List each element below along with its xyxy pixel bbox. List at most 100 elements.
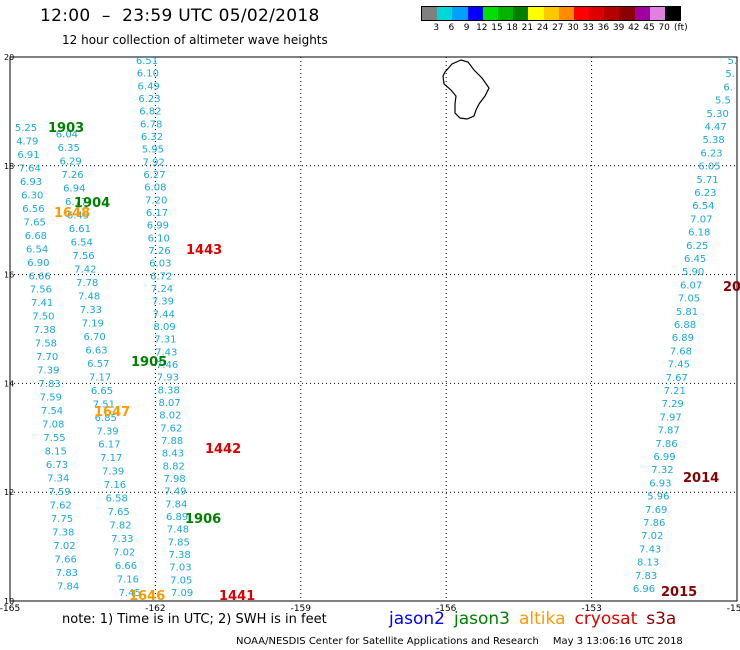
wave-height-value-pass-3: 6.23 bbox=[694, 188, 716, 199]
wave-height-value-pass-1: 8.15 bbox=[45, 446, 67, 457]
wave-height-value-pass-1: 4.79 bbox=[16, 136, 38, 147]
wave-height-value-pass-1: 7.39 bbox=[96, 426, 118, 437]
wave-height-value-pass-1: 7.78 bbox=[76, 278, 98, 289]
legend-swatch bbox=[649, 7, 665, 20]
pass-id-1648: 1648 bbox=[54, 206, 90, 221]
wave-height-value-pass-3: 7.32 bbox=[651, 465, 673, 476]
wave-height-value-pass-2: 7.43 bbox=[155, 347, 177, 358]
wave-height-value-pass-3: 7.43 bbox=[639, 544, 661, 555]
wave-height-value-pass-3: 7.05 bbox=[678, 294, 700, 305]
credit-org: NOAA/NESDIS Center for Satellite Applica… bbox=[236, 636, 539, 647]
wave-height-value-pass-1: 6.66 bbox=[29, 271, 51, 282]
wave-height-value-pass-2: 6.49 bbox=[138, 81, 160, 92]
legend-swatches bbox=[421, 6, 682, 21]
legend-label: 33 bbox=[582, 23, 594, 33]
wave-height-value-pass-1: 7.56 bbox=[72, 251, 94, 262]
credit-timestamp: May 3 13:06:16 UTC 2018 bbox=[552, 636, 683, 647]
wave-height-value-pass-1: 7.17 bbox=[89, 372, 111, 383]
wave-height-value-pass-2: 6.10 bbox=[137, 69, 159, 80]
wave-height-value-pass-3: 7.67 bbox=[666, 373, 688, 384]
legend-labels: 3 6 9 12 15 18 21 24 27 30 33 36 39 42 45 70 (ft) bbox=[421, 23, 687, 37]
wave-height-value-pass-1: 7.70 bbox=[36, 352, 58, 363]
wave-height-value-pass-1: 6.63 bbox=[85, 345, 107, 356]
wave-height-value-pass-1: 6.93 bbox=[20, 177, 42, 188]
satellite-legend: jason2 jason3 altika cryosat s3a bbox=[389, 609, 685, 629]
wave-height-value-pass-3: 6. bbox=[723, 82, 733, 93]
legend-label: 12 bbox=[476, 23, 488, 33]
wave-height-value-pass-1: 7.50 bbox=[32, 312, 54, 323]
satellite-jason2: jason2 bbox=[389, 609, 445, 629]
wave-height-value-pass-1: 7.55 bbox=[43, 433, 65, 444]
footnote: note: 1) Time is in UTC; 2) SWH is in fe… bbox=[62, 612, 327, 627]
wave-height-value-pass-3: 7.86 bbox=[655, 439, 677, 450]
pass-id-1906: 1906 bbox=[185, 512, 221, 527]
wave-height-value-pass-3: 7.21 bbox=[664, 386, 686, 397]
wave-height-value-pass-1: 7.19 bbox=[82, 318, 104, 329]
wave-height-value-pass-1: 7.48 bbox=[78, 291, 100, 302]
wave-height-value-pass-2: 7.98 bbox=[163, 474, 185, 485]
pass-id-2014: 2014 bbox=[683, 471, 719, 486]
wave-height-value-pass-1: 7.02 bbox=[53, 541, 75, 552]
wave-height-value-pass-1: 6.58 bbox=[106, 494, 128, 505]
wave-height-value-pass-1: 7.65 bbox=[107, 507, 129, 518]
legend-label: 42 bbox=[628, 23, 640, 33]
wave-height-value-pass-2: 7.85 bbox=[168, 537, 190, 548]
x-tick-label: -165 bbox=[0, 604, 20, 614]
legend-swatch bbox=[634, 7, 650, 20]
wave-height-value-pass-1: 7.64 bbox=[19, 163, 41, 174]
satellite-jason3: jason3 bbox=[454, 609, 510, 629]
pass-id-1904: 1904 bbox=[74, 196, 110, 211]
pass-id-1647: 1647 bbox=[94, 405, 130, 420]
wave-height-value-pass-3: 7.29 bbox=[662, 399, 684, 410]
wave-height-value-pass-1: 7.38 bbox=[52, 527, 74, 538]
y-tick-label: 14 bbox=[4, 379, 14, 388]
wave-height-value-pass-2: 6.82 bbox=[139, 107, 161, 118]
wave-height-value-pass-3: 7.69 bbox=[645, 505, 667, 516]
legend-swatch bbox=[467, 7, 483, 20]
wave-height-value-pass-1: 6.94 bbox=[63, 184, 85, 195]
wave-height-value-pass-2: 7.26 bbox=[148, 246, 170, 257]
wave-height-value-pass-2: 6.51 bbox=[136, 56, 158, 67]
wave-height-value-pass-3: 5.90 bbox=[682, 267, 704, 278]
legend-unit: (ft) bbox=[674, 23, 688, 33]
wave-height-value-pass-2: 6.78 bbox=[140, 119, 162, 130]
wave-height-value-pass-2: 8.02 bbox=[159, 411, 181, 422]
wave-height-value-pass-1: 6.90 bbox=[27, 258, 49, 269]
x-tick-label: -153 bbox=[581, 604, 601, 614]
wave-height-value-pass-1: 6.68 bbox=[25, 231, 47, 242]
y-tick-label: 18 bbox=[4, 162, 14, 171]
wave-height-value-pass-2: 7.44 bbox=[153, 309, 175, 320]
legend-swatch bbox=[543, 7, 559, 20]
wave-height-value-pass-3: 6.05 bbox=[698, 162, 720, 173]
wave-height-value-pass-1: 6.29 bbox=[59, 157, 81, 168]
wave-height-value-pass-2: 7.62 bbox=[160, 423, 182, 434]
wave-height-value-pass-2: 6.17 bbox=[146, 208, 168, 219]
wave-height-value-pass-1: 7.83 bbox=[38, 379, 60, 390]
legend-swatch bbox=[619, 7, 635, 20]
wave-height-value-pass-2: 6.89 bbox=[166, 512, 188, 523]
wave-height-value-pass-1: 7.82 bbox=[109, 521, 131, 532]
wave-height-value-pass-1: 7.66 bbox=[55, 554, 77, 565]
wave-height-value-pass-2: 7.46 bbox=[156, 360, 178, 371]
legend-label: 30 bbox=[567, 23, 579, 33]
satellite-s3a: s3a bbox=[646, 609, 677, 629]
wave-height-value-pass-2: 8.43 bbox=[162, 449, 184, 460]
x-tick-label: -150 bbox=[727, 604, 740, 614]
wave-height-value-pass-3: 6.18 bbox=[688, 228, 710, 239]
legend-label: 24 bbox=[536, 23, 549, 33]
wave-height-value-pass-2: 8.38 bbox=[158, 385, 180, 396]
wave-height-value-pass-3: 5.71 bbox=[696, 175, 718, 186]
wave-height-value-pass-1: 7.08 bbox=[42, 420, 64, 431]
wave-height-value-pass-2: 6.23 bbox=[138, 94, 160, 105]
legend-label: 45 bbox=[643, 23, 655, 33]
wave-height-value-pass-2: 7.84 bbox=[165, 499, 187, 510]
pass-id-2015: 2015 bbox=[661, 585, 697, 600]
wave-height-value-pass-3: 6.88 bbox=[674, 320, 696, 331]
wave-height-value-pass-2: 6.08 bbox=[144, 183, 166, 194]
wave-height-value-pass-1: 6.04 bbox=[56, 130, 78, 141]
wave-height-value-pass-2: 6.32 bbox=[141, 132, 163, 143]
wave-height-value-pass-2: 7.93 bbox=[157, 373, 179, 384]
wave-height-value-pass-3: 7.07 bbox=[690, 214, 712, 225]
wave-height-value-pass-2: 7.31 bbox=[154, 335, 176, 346]
wave-height-value-pass-1: 6.17 bbox=[98, 440, 120, 451]
